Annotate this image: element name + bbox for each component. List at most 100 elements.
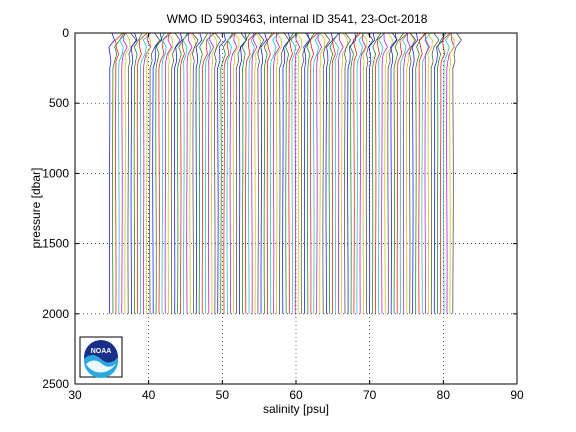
- profile-line: [266, 32, 275, 314]
- profile-line: [241, 32, 251, 314]
- profile-line: [124, 32, 131, 314]
- profile-line: [251, 32, 258, 314]
- profile-line: [189, 32, 196, 314]
- profile-line: [415, 32, 426, 314]
- profile-line: [443, 32, 452, 314]
- x-tick-label: 60: [289, 388, 303, 402]
- y-tick-label: 1500: [42, 237, 69, 251]
- profile-line: [208, 32, 214, 314]
- profile-line: [322, 32, 331, 314]
- profile-line: [174, 32, 183, 314]
- profile-line: [452, 32, 462, 314]
- profile-line: [303, 32, 310, 314]
- profile-line: [418, 32, 427, 314]
- profile-line: [167, 32, 174, 314]
- profile-line: [195, 32, 203, 314]
- profile-line: [406, 32, 415, 314]
- profile-line: [217, 32, 226, 314]
- profile-lines: [108, 32, 462, 314]
- x-axis-ticks: 30 40 50 60 70 80 90: [68, 33, 524, 402]
- profile-line: [282, 32, 291, 314]
- profile-line: [426, 32, 433, 314]
- chart-title: WMO ID 5903463, internal ID 3541, 23-Oct…: [167, 12, 428, 26]
- profile-line: [285, 32, 294, 314]
- profile-line: [226, 32, 234, 314]
- profile-line: [359, 32, 367, 314]
- profile-line: [145, 32, 152, 314]
- profile-line: [263, 32, 273, 314]
- profile-line: [115, 32, 123, 314]
- x-tick-label: 90: [510, 388, 524, 402]
- profile-line: [361, 32, 368, 314]
- profile-line: [365, 32, 374, 314]
- profile-line: [356, 32, 366, 314]
- profile-line: [235, 32, 247, 314]
- profile-line: [276, 32, 282, 314]
- profile-line: [430, 32, 440, 314]
- y-tick-label: 2000: [42, 307, 69, 321]
- y-tick-label: 0: [62, 26, 69, 40]
- profile-line: [375, 32, 386, 314]
- profile-line: [347, 32, 357, 314]
- profile-line: [177, 32, 188, 314]
- profile-line: [260, 32, 267, 314]
- profile-line: [248, 32, 258, 314]
- profile-line: [294, 32, 301, 314]
- profile-line: [118, 32, 127, 314]
- profile-line: [393, 32, 404, 314]
- profile-line: [198, 32, 208, 314]
- profile-line: [424, 32, 430, 314]
- profile-line: [306, 32, 315, 314]
- profile-line: [300, 32, 311, 314]
- profile-line: [446, 32, 455, 314]
- profile-line: [239, 32, 247, 314]
- profile-line: [133, 32, 143, 314]
- profile-line: [387, 32, 398, 314]
- profile-line: [390, 32, 397, 314]
- profile-line: [130, 32, 138, 314]
- profile-line: [440, 32, 451, 314]
- profile-line: [290, 32, 298, 314]
- profile-line: [143, 32, 151, 314]
- profile-line: [288, 32, 298, 314]
- y-tick-label: 500: [49, 96, 69, 110]
- profile-line: [182, 32, 189, 314]
- profile-line: [353, 32, 361, 314]
- profile-line: [121, 32, 128, 314]
- profile-line: [309, 32, 318, 314]
- profile-line: [411, 32, 419, 314]
- profile-line: [139, 32, 151, 314]
- logo-text: NOAA: [91, 348, 112, 355]
- profile-line: [108, 32, 116, 314]
- profile-line: [201, 32, 215, 314]
- profile-line: [127, 32, 137, 314]
- profile-line: [384, 32, 393, 314]
- profile-line: [161, 32, 170, 314]
- x-axis-label: salinity [psu]: [263, 402, 329, 416]
- profile-line: [396, 32, 409, 314]
- profile-line: [220, 32, 233, 314]
- profile-line: [313, 32, 322, 314]
- profile-line: [211, 32, 217, 314]
- profile-line: [341, 32, 348, 314]
- profile-line: [273, 32, 280, 314]
- x-tick-label: 80: [437, 388, 451, 402]
- profile-line: [437, 32, 447, 314]
- profile-line: [136, 32, 148, 314]
- profile-line: [296, 32, 303, 314]
- profile-line: [421, 32, 431, 314]
- profile-line: [158, 32, 172, 314]
- profile-line: [333, 32, 340, 314]
- y-axis-label: pressure [dbar]: [29, 168, 43, 249]
- profile-line: [448, 32, 455, 314]
- profile-line: [214, 32, 222, 314]
- profile-line: [350, 32, 359, 314]
- x-tick-label: 70: [363, 388, 377, 402]
- profile-line: [149, 32, 160, 314]
- profile-line: [257, 32, 265, 314]
- profile-line: [409, 32, 417, 314]
- profile-line: [381, 32, 388, 314]
- profile-line: [372, 32, 382, 314]
- profile-line: [229, 32, 238, 314]
- profile-line: [319, 32, 326, 314]
